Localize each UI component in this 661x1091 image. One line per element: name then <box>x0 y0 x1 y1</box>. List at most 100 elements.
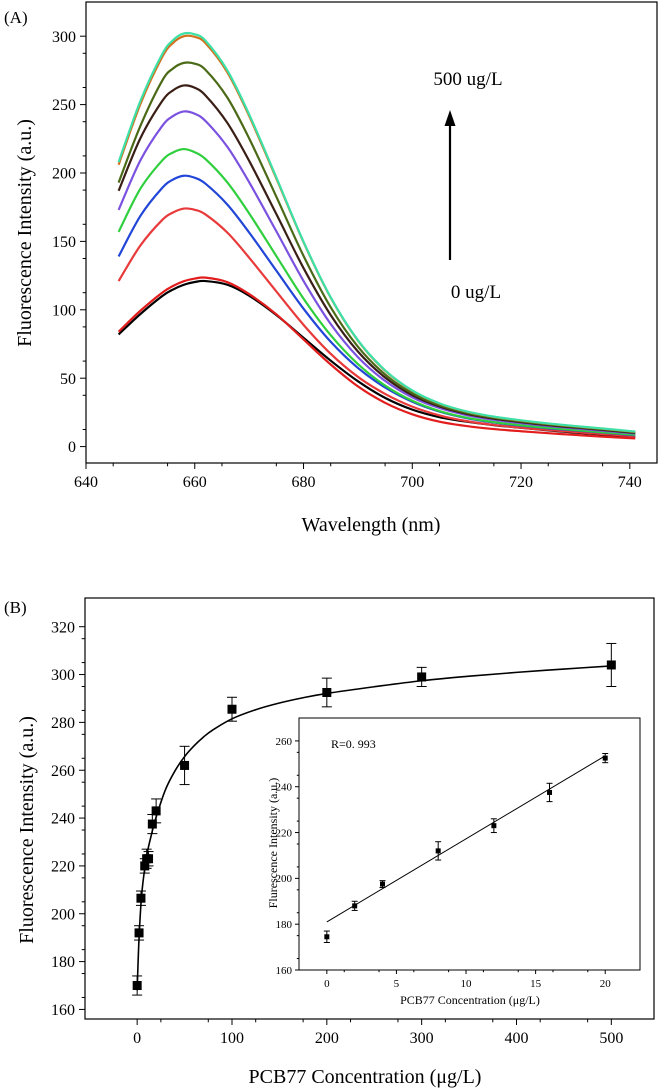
panel-a-curves <box>117 31 636 440</box>
panel-a-y-tick-label: 0 <box>68 439 76 456</box>
panel-b-marker <box>180 760 190 770</box>
panel-b-plot-frame <box>84 597 655 1020</box>
panel-b-point <box>151 798 162 824</box>
inset-y-ticks: 160 180 200 220 240 260 <box>276 736 299 977</box>
inset-y-tick-label: 240 <box>276 782 293 794</box>
panel-b-fit-path <box>136 665 612 991</box>
panel-b-marker <box>134 928 144 938</box>
spectrum-curve-5 <box>117 147 636 436</box>
spectrum-curve-9 <box>117 34 636 433</box>
inset-chart: 0 5 10 15 20 160 180 200 220 240 260 R=0. 993 PCB… <box>266 717 641 1007</box>
panel-a-x-axis-label: Wavelength (nm) <box>302 514 441 536</box>
panel-b-x-tick-label: 500 <box>599 1030 623 1047</box>
panel-b-y-tick-label: 180 <box>51 954 75 971</box>
inset-x-tick-label: 10 <box>461 978 473 990</box>
panel-b-point <box>143 851 154 867</box>
panel-a-x-tick-label: 700 <box>400 474 424 491</box>
panel-b-x-tick-label: 400 <box>504 1030 528 1047</box>
panel-b-point <box>179 745 190 786</box>
inset-marker <box>547 789 553 795</box>
panel-b-marker <box>417 672 427 682</box>
inset-plot-frame <box>298 717 641 971</box>
inset-points <box>323 753 609 944</box>
panel-b: (B) 0 100 200 300 400 500 1601802002202402602… <box>4 597 655 1088</box>
inset-y-tick-label: 260 <box>276 736 293 748</box>
panel-a-x-tick-label: 720 <box>509 474 533 491</box>
inset-y-tick-label: 180 <box>276 919 293 931</box>
panel-b-x-tick-label: 200 <box>315 1030 339 1047</box>
spectrum-curve-3 <box>117 207 636 438</box>
panel-b-point <box>416 666 427 688</box>
panel-b-y-tick-label: 320 <box>51 619 75 636</box>
panel-a-y-tick-label: 100 <box>52 302 76 319</box>
inset-x-tick-label: 5 <box>394 978 400 990</box>
panel-a-x-tick-label: 740 <box>618 474 642 491</box>
inset-y-tick-label: 160 <box>276 965 293 977</box>
panel-a: (A) 640 660 680 700 720 740 0 50 100 150 200 250 30… <box>4 1 658 536</box>
inset-y-tick-label: 200 <box>276 873 293 885</box>
inset-point <box>435 841 442 861</box>
panel-b-fit-curve <box>136 665 612 991</box>
panel-b-points <box>132 642 617 996</box>
panel-b-y-tick-label: 240 <box>51 811 75 828</box>
panel-b-y-tick-label: 280 <box>51 715 75 732</box>
panel-b-y-ticks: 160 180 200 220 240 260 280 300 320 <box>51 619 85 1019</box>
panel-b-point <box>226 696 237 722</box>
panel-b-point <box>606 642 617 688</box>
inset-x-tick-label: 0 <box>324 978 330 990</box>
panel-b-marker <box>144 854 154 864</box>
panel-a-y-tick-label: 300 <box>52 29 76 46</box>
inset-x-tick-label: 15 <box>530 978 542 990</box>
panel-b-x-axis-label: PCB77 Concentration (μg/L) <box>249 1066 482 1088</box>
inset-marker <box>324 934 330 940</box>
panel-a-y-tick-label: 200 <box>52 166 76 183</box>
inset-y-axis-label: Flurescence Intensity (a.u.) <box>266 778 280 909</box>
panel-a-y-tick-label: 250 <box>52 97 76 114</box>
inset-x-ticks: 0 5 10 15 20 <box>324 970 611 990</box>
inset-fit-line <box>326 755 606 923</box>
panel-b-x-tick-label: 0 <box>133 1030 141 1047</box>
panel-b-marker <box>132 981 142 991</box>
panel-b-marker <box>147 819 157 829</box>
panel-a-y-ticks: 0 50 100 150 200 250 300 <box>52 29 86 456</box>
panel-b-y-tick-label: 220 <box>51 859 75 876</box>
panel-b-marker <box>151 806 161 816</box>
panel-a-plot-frame <box>85 1 658 464</box>
spectrum-curve-8 <box>117 61 636 434</box>
inset-x-axis-label: PCB77 Concentration (μg/L) <box>400 993 540 1007</box>
inset-marker <box>380 881 386 887</box>
panel-b-point <box>135 890 146 906</box>
panel-a-x-tick-label: 680 <box>292 474 316 491</box>
annotation-bottom-concentration: 0 ug/L <box>451 282 501 303</box>
inset-point <box>602 753 609 764</box>
panel-b-label: (B) <box>4 598 27 617</box>
panel-b-x-ticks: 0 100 200 300 400 500 <box>133 1019 623 1047</box>
spectrum-curve-6 <box>117 110 636 435</box>
panel-b-point <box>132 975 143 996</box>
panel-a-y-axis-label: Fluorescence Intensity (a.u.) <box>14 119 36 347</box>
inset-marker <box>352 903 358 909</box>
spectrum-curve-1 <box>117 279 636 439</box>
annotation-top-concentration: 500 ug/L <box>433 69 502 90</box>
inset-point <box>490 818 497 834</box>
increase-arrow <box>444 110 456 260</box>
inset-x-tick-label: 20 <box>600 978 612 990</box>
spectrum-curve-4 <box>117 174 636 437</box>
panel-a-y-tick-label: 150 <box>52 234 76 251</box>
panel-b-x-tick-label: 300 <box>410 1030 434 1047</box>
inset-marker <box>491 823 497 829</box>
inset-point <box>379 880 386 889</box>
panel-a-y-tick-label: 50 <box>60 371 76 388</box>
panel-b-marker <box>322 687 332 697</box>
inset-fit-path <box>326 755 606 923</box>
inset-point <box>323 930 330 944</box>
panel-b-y-tick-label: 300 <box>51 667 75 684</box>
panel-a-x-tick-label: 660 <box>183 474 207 491</box>
panel-b-y-tick-label: 200 <box>51 906 75 923</box>
panel-b-point <box>134 925 145 941</box>
panel-b-marker <box>136 893 146 903</box>
panel-b-y-axis-label: Fluorescence Intensity (a.u.) <box>16 716 38 944</box>
panel-b-y-tick-label: 160 <box>51 1002 75 1019</box>
inset-point <box>546 782 553 803</box>
